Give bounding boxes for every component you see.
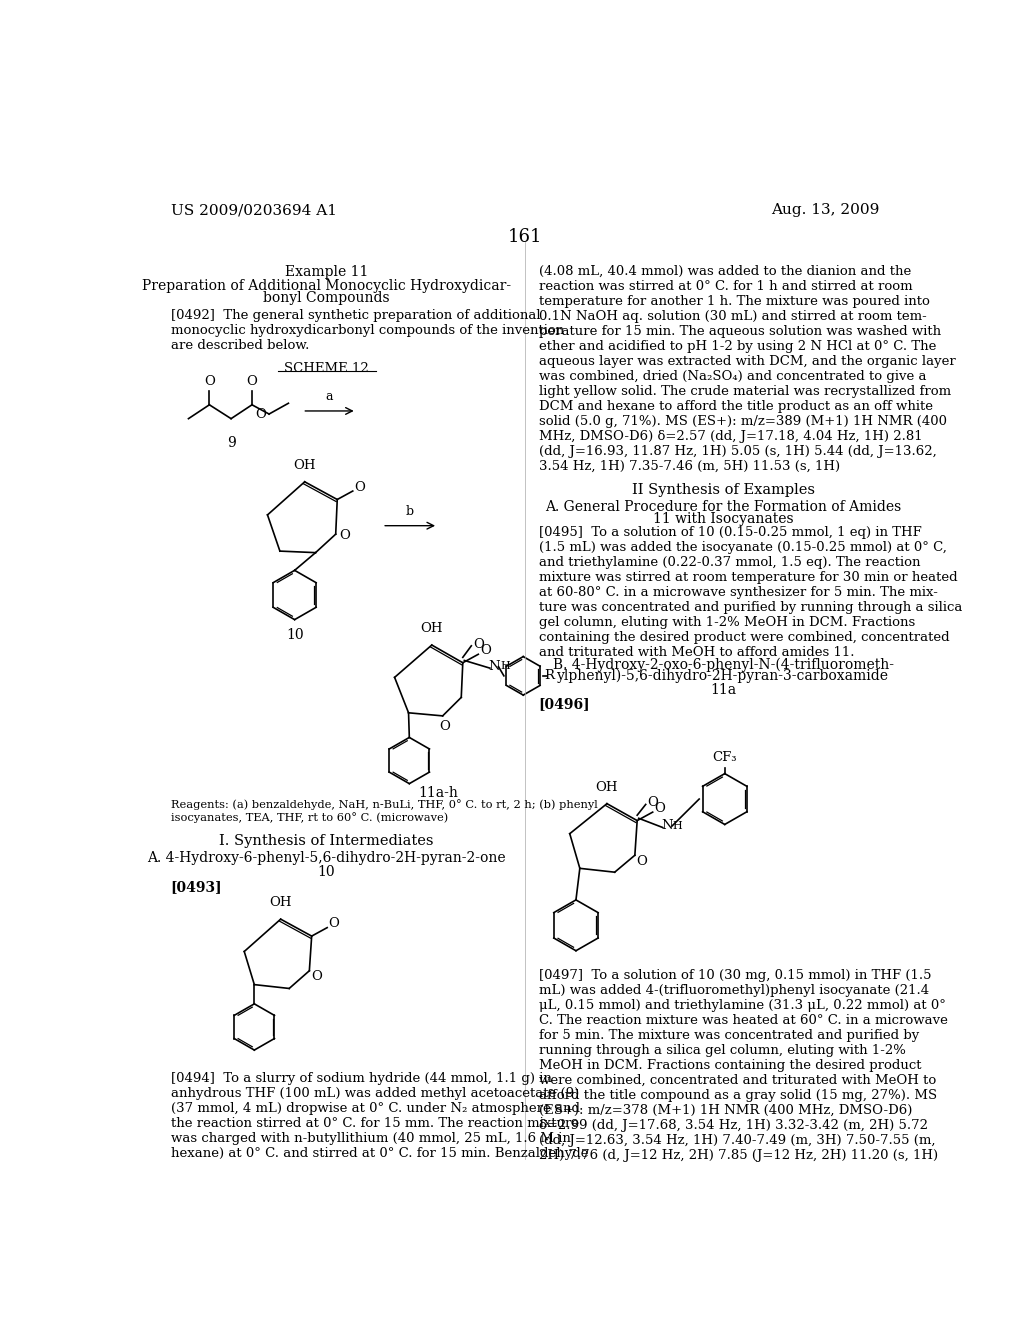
Text: O: O <box>473 638 483 651</box>
Text: O: O <box>438 721 450 734</box>
Text: [0493]: [0493] <box>171 880 222 894</box>
Text: (4.08 mL, 40.4 mmol) was added to the dianion and the
reaction was stirred at 0°: (4.08 mL, 40.4 mmol) was added to the di… <box>539 264 955 473</box>
Text: [0492]  The general synthetic preparation of additional
monocyclic hydroxydicarb: [0492] The general synthetic preparation… <box>171 309 564 352</box>
Text: bonyl Compounds: bonyl Compounds <box>263 290 390 305</box>
Text: [0496]: [0496] <box>539 697 591 711</box>
Text: Preparation of Additional Monocyclic Hydroxydicar-: Preparation of Additional Monocyclic Hyd… <box>142 280 511 293</box>
Text: H: H <box>673 821 683 830</box>
Text: O: O <box>247 375 257 388</box>
Text: O: O <box>204 375 215 388</box>
Text: N: N <box>488 660 500 673</box>
Text: R: R <box>544 669 554 682</box>
Text: O: O <box>654 801 666 814</box>
Text: O: O <box>329 917 340 931</box>
Text: a: a <box>326 391 333 404</box>
Text: Reagents: (a) benzaldehyde, NaH, n-BuLi, THF, 0° C. to rt, 2 h; (b) phenyl
isocy: Reagents: (a) benzaldehyde, NaH, n-BuLi,… <box>171 799 597 822</box>
Text: Aug. 13, 2009: Aug. 13, 2009 <box>771 203 880 216</box>
Text: O: O <box>480 644 490 657</box>
Text: O: O <box>255 408 266 421</box>
Text: 10: 10 <box>286 628 303 642</box>
Text: 11a: 11a <box>710 682 736 697</box>
Text: [0494]  To a slurry of sodium hydride (44 mmol, 1.1 g) in
anhydrous THF (100 mL): [0494] To a slurry of sodium hydride (44… <box>171 1072 588 1160</box>
Text: A. 4-Hydroxy-6-phenyl-5,6-dihydro-2H-pyran-2-one: A. 4-Hydroxy-6-phenyl-5,6-dihydro-2H-pyr… <box>147 850 506 865</box>
Text: CF₃: CF₃ <box>713 751 737 764</box>
Text: 10: 10 <box>317 866 335 879</box>
Text: 9: 9 <box>226 436 236 450</box>
Text: B. 4-Hydroxy-2-oxo-6-phenyl-N-(4-trifluorometh-: B. 4-Hydroxy-2-oxo-6-phenyl-N-(4-trifluo… <box>553 657 894 672</box>
Text: 161: 161 <box>508 227 542 246</box>
Text: [0497]  To a solution of 10 (30 mg, 0.15 mmol) in THF (1.5
mL) was added 4-(trif: [0497] To a solution of 10 (30 mg, 0.15 … <box>539 969 947 1162</box>
Text: O: O <box>647 796 658 809</box>
Text: O: O <box>311 970 322 982</box>
Text: ylphenyl)-5,6-dihydro-2H-pyran-3-carboxamide: ylphenyl)-5,6-dihydro-2H-pyran-3-carboxa… <box>557 669 889 684</box>
Text: SCHEME 12: SCHEME 12 <box>284 362 369 375</box>
Text: H: H <box>500 661 510 671</box>
Text: A. General Procedure for the Formation of Amides: A. General Procedure for the Formation o… <box>545 499 901 513</box>
Text: OH: OH <box>294 459 316 471</box>
Text: b: b <box>407 506 414 517</box>
Text: Example 11: Example 11 <box>285 264 368 279</box>
Text: O: O <box>339 529 349 543</box>
Text: I. Synthesis of Intermediates: I. Synthesis of Intermediates <box>219 834 433 847</box>
Text: US 2009/0203694 A1: US 2009/0203694 A1 <box>171 203 337 216</box>
Text: O: O <box>636 855 647 869</box>
Text: O: O <box>354 480 366 494</box>
Text: OH: OH <box>269 896 292 909</box>
Text: N: N <box>660 820 673 833</box>
Text: 11a-h: 11a-h <box>418 785 458 800</box>
Text: 11 with Isocyanates: 11 with Isocyanates <box>653 512 794 525</box>
Text: OH: OH <box>421 622 443 635</box>
Text: II Synthesis of Examples: II Synthesis of Examples <box>632 483 815 498</box>
Text: OH: OH <box>596 781 618 795</box>
Text: [0495]  To a solution of 10 (0.15-0.25 mmol, 1 eq) in THF
(1.5 mL) was added the: [0495] To a solution of 10 (0.15-0.25 mm… <box>539 527 963 660</box>
